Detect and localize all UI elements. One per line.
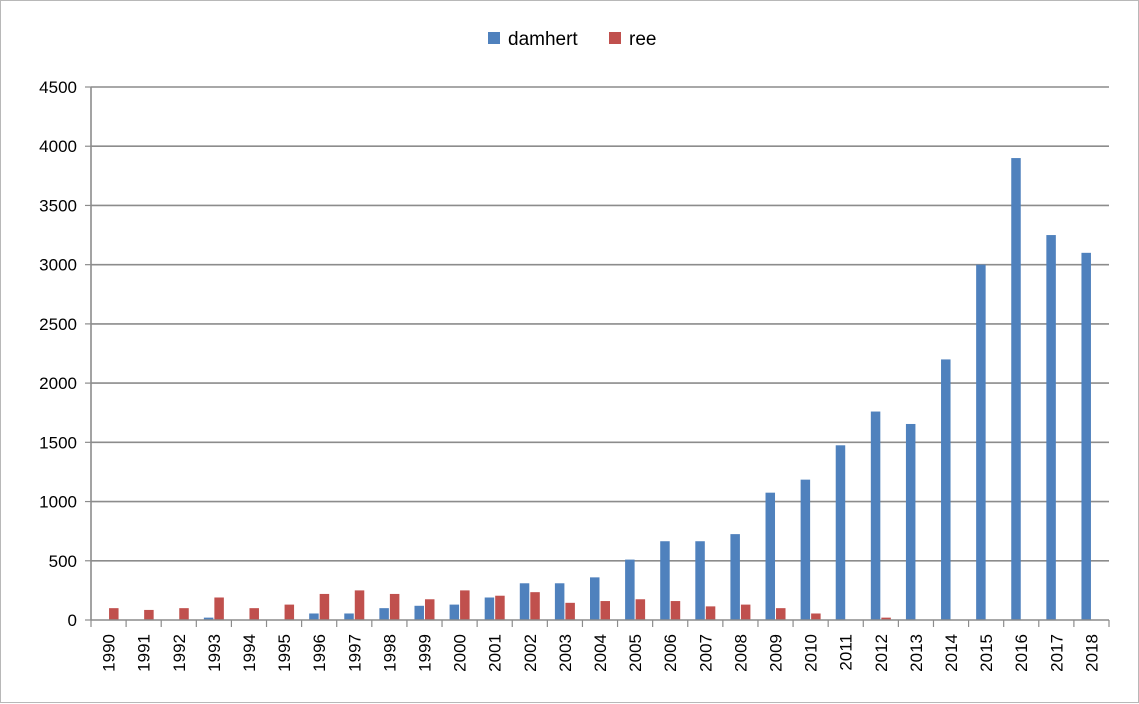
- x-tick-label: 2016: [1012, 634, 1031, 672]
- bar-ree-2003: [565, 602, 575, 620]
- bar-ree-2004: [600, 601, 610, 620]
- bar-damhert-2018: [1081, 252, 1091, 621]
- bar-damhert-1993: [203, 617, 214, 620]
- bar-ree-1990: [109, 608, 119, 620]
- legend-swatch-ree: [609, 32, 621, 44]
- bar-damhert-2005: [625, 559, 635, 620]
- x-tick-label: 2009: [767, 634, 786, 672]
- bar-ree-2010: [811, 613, 821, 620]
- bar-ree-1991: [144, 609, 154, 620]
- bar-ree-1992: [179, 608, 189, 620]
- bar-damhert-2012: [870, 411, 881, 620]
- bar-damhert-2003: [554, 583, 565, 620]
- legend-label-ree: ree: [629, 29, 656, 50]
- bar-damhert-2006: [660, 541, 670, 620]
- y-tick-label: 3500: [39, 196, 77, 215]
- bar-ree-1993: [214, 597, 224, 620]
- gridlines: [91, 86, 1109, 562]
- bar-ree-1999: [424, 599, 435, 620]
- x-tick-label: 1991: [135, 634, 154, 672]
- x-tick-label: 2001: [486, 634, 505, 672]
- bar-damhert-2010: [800, 479, 811, 620]
- bar-damhert-1999: [414, 605, 424, 620]
- y-tick-label: 1000: [39, 493, 77, 512]
- x-tick-label: 1997: [345, 634, 364, 672]
- x-tick-label: 1994: [240, 634, 259, 672]
- bar-ree-2001: [495, 595, 505, 620]
- bar-damhert-1997: [344, 613, 354, 620]
- bar-damhert-2016: [1011, 158, 1021, 621]
- bar-damhert-2011: [835, 445, 846, 620]
- x-tick-label: 2012: [872, 634, 891, 672]
- x-tick-label: 2018: [1082, 634, 1101, 672]
- bars: [109, 158, 1091, 621]
- legend-label-damhert: damhert: [508, 29, 578, 50]
- legend-swatch-damhert: [488, 32, 500, 44]
- bar-damhert-2013: [905, 423, 916, 620]
- bar-ree-1997: [354, 590, 365, 620]
- bar-ree-1995: [284, 604, 295, 620]
- x-tick-label: 1993: [205, 634, 224, 672]
- x-tick-label: 2010: [802, 634, 821, 672]
- bar-damhert-2017: [1046, 235, 1056, 621]
- bar-damhert-2002: [519, 583, 530, 620]
- x-tick-label: 2014: [942, 634, 961, 672]
- bar-ree-2007: [705, 606, 716, 620]
- x-tick-label: 2017: [1047, 634, 1066, 672]
- x-tick-label: 2008: [731, 634, 750, 672]
- bar-damhert-2014: [941, 359, 951, 620]
- y-tick-label: 2500: [39, 315, 77, 334]
- y-tick-label: 0: [68, 611, 77, 630]
- x-tick-label: 2000: [451, 634, 470, 672]
- x-tick-label: 2006: [661, 634, 680, 672]
- bar-damhert-2004: [590, 577, 600, 620]
- bar-damhert-2001: [484, 597, 495, 620]
- x-tick-label: 1999: [415, 634, 434, 672]
- bar-ree-1996: [319, 593, 330, 620]
- bar-damhert-1996: [309, 613, 319, 620]
- axes: 0 500 1000 1500 2000 2500 3000 3500 4000 4500 1990…: [39, 78, 1110, 672]
- bar-damhert-2008: [730, 534, 740, 620]
- x-tick-label: 2003: [556, 634, 575, 672]
- bar-ree-1998: [389, 593, 400, 620]
- x-tick-label: 1995: [275, 634, 294, 672]
- y-tick-label: 1500: [39, 433, 77, 452]
- x-tick-label: 2011: [837, 634, 856, 671]
- x-tick-label: 1992: [170, 634, 189, 672]
- x-tick-label: 2007: [696, 634, 715, 672]
- bar-damhert-2015: [976, 264, 986, 620]
- bar-ree-2008: [740, 604, 751, 620]
- bar-damhert-2007: [695, 541, 705, 620]
- legend: damhert ree: [488, 29, 656, 50]
- y-tick-label: 3000: [39, 256, 77, 275]
- bar-damhert-2000: [449, 604, 460, 620]
- bar-ree-2000: [460, 590, 470, 620]
- bar-ree-2006: [670, 601, 681, 620]
- bar-ree-2012: [881, 617, 891, 620]
- x-tick-label: 1996: [310, 634, 329, 672]
- bar-ree-2005: [635, 599, 646, 620]
- x-tick-label: 2015: [977, 634, 996, 672]
- y-tick-label: 2000: [39, 374, 77, 393]
- bar-ree-1994: [249, 608, 259, 620]
- x-tick-label: 2004: [591, 634, 610, 672]
- x-tick-label: 2002: [521, 634, 540, 672]
- y-tick-label: 4000: [39, 137, 77, 156]
- bar-damhert-2009: [765, 492, 776, 620]
- x-tick-label: 2013: [907, 634, 926, 672]
- y-tick-label: 4500: [39, 78, 77, 97]
- bar-ree-2002: [530, 592, 540, 620]
- x-tick-label: 1998: [380, 634, 399, 672]
- x-tick-label: 1990: [100, 634, 119, 672]
- bar-ree-2009: [776, 608, 786, 620]
- y-tick-label: 500: [49, 552, 77, 571]
- bar-damhert-1998: [379, 608, 389, 620]
- x-tick-label: 2005: [626, 634, 645, 672]
